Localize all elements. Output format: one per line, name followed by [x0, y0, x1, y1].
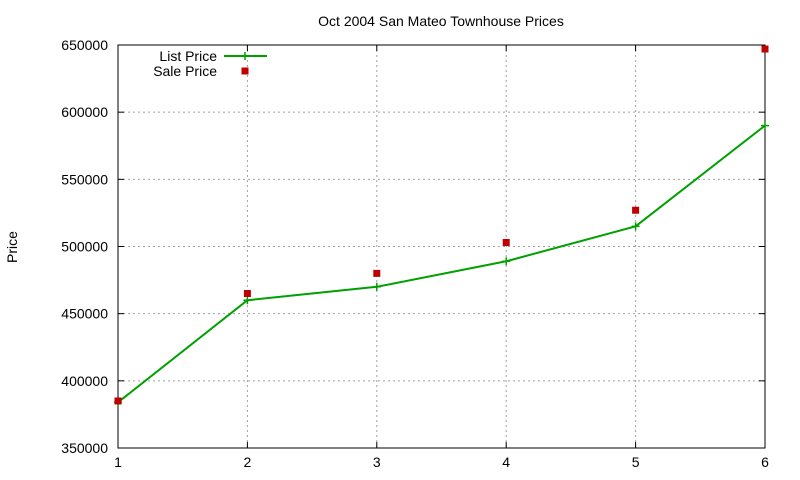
y-tick-label: 400000	[61, 373, 108, 389]
legend-label-list-price: List Price	[159, 48, 217, 64]
y-tick-label: 550000	[61, 171, 108, 187]
data-point-sale-price	[502, 238, 510, 246]
x-tick-label: 1	[114, 454, 122, 470]
legend-marker-list-price	[241, 52, 249, 60]
x-tick-label: 4	[502, 454, 510, 470]
axis-ticks: 1 2 3 4 5 6 350000 400000 450000 500000 550000 6000…	[61, 37, 769, 470]
data-point-sale-price	[243, 290, 251, 298]
x-tick-label: 5	[632, 454, 640, 470]
series-line-list-price	[117, 124, 766, 404]
legend-marker-sale-price	[241, 67, 249, 75]
data-point-list-price	[761, 121, 769, 130]
y-tick-label: 500000	[61, 239, 108, 255]
series-sale-price	[114, 45, 769, 405]
y-tick-label: 600000	[61, 104, 108, 120]
data-point-list-price	[243, 296, 252, 305]
data-point-sale-price	[114, 397, 122, 405]
plot-frame	[117, 44, 766, 449]
y-tick-label: 450000	[61, 306, 108, 322]
x-tick-label: 2	[244, 454, 252, 470]
x-tick-label: 6	[761, 454, 769, 470]
series-list-price	[114, 121, 769, 407]
y-tick-label: 350000	[61, 440, 108, 456]
grid-lines	[118, 45, 765, 448]
data-point-list-price	[372, 282, 381, 291]
data-point-sale-price	[761, 45, 769, 53]
legend-label-sale-price: Sale Price	[153, 63, 217, 79]
data-point-list-price	[631, 222, 640, 231]
y-axis-label: Price	[4, 231, 20, 263]
y-tick-label: 650000	[61, 37, 108, 53]
data-point-list-price	[502, 257, 511, 266]
x-tick-label: 3	[373, 454, 381, 470]
data-point-sale-price	[632, 206, 640, 214]
data-point-sale-price	[373, 269, 381, 277]
legend: List Price Sale Price	[153, 48, 267, 79]
series-layer	[114, 45, 769, 407]
chart-title: Oct 2004 San Mateo Townhouse Prices	[318, 13, 564, 29]
